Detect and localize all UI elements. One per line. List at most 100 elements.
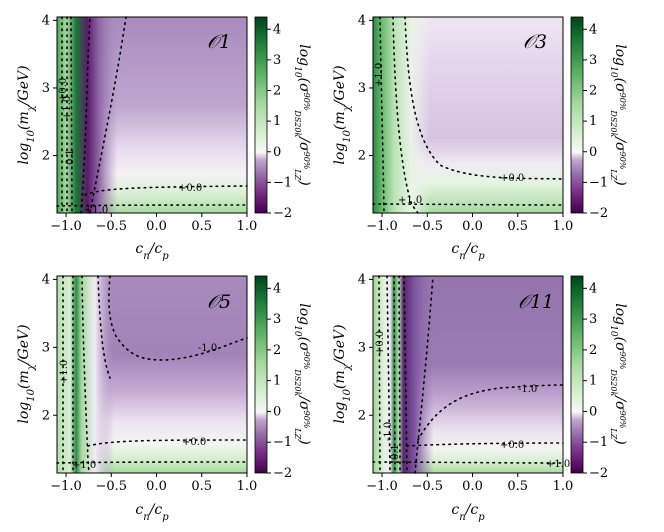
contour-label: 0.1 bbox=[65, 149, 76, 165]
colorbar-tick-label: −1 bbox=[273, 435, 292, 450]
x-tick-label: 0.0 bbox=[462, 219, 483, 234]
contour-label: +1.0 bbox=[62, 96, 73, 120]
panel-label-o5: 𝒪5 bbox=[207, 291, 231, 313]
x-tick-label: 1.0 bbox=[553, 479, 574, 494]
colorbar-tick-label: 4 bbox=[589, 281, 597, 296]
y-tick-label: 3 bbox=[358, 340, 366, 355]
contour-label: -1.0 bbox=[518, 384, 537, 395]
y-axis-label-o1: log10(mχ/GeV) bbox=[16, 65, 37, 164]
panel-o5: -1.0 +0.0 +1.0 +1.0 𝒪5 −1.0 −0.5 0.0 0.5 1.0… bbox=[16, 272, 312, 522]
panel-o11: -1.0 +0.0 +1.0 +0.0 -1.0 0.1 𝒪11 −1.0 −0.… bbox=[332, 272, 628, 522]
colorbar-tick-label: 4 bbox=[273, 281, 281, 296]
colorbar-label-o1: log10(σ90%DS20k/σ90%LZ) bbox=[292, 44, 312, 185]
y-tick-label: 2 bbox=[42, 408, 50, 423]
x-tick-label: 0.0 bbox=[462, 479, 483, 494]
y-tick-label: 2 bbox=[358, 149, 366, 164]
panel-label-o1: 𝒪1 bbox=[207, 31, 231, 53]
x-tick-label: −1.0 bbox=[50, 219, 82, 234]
panel-o1: +0.0 +1.0 +0.0 +1.0 0.1 𝒪1 −1.0 −0.5 0.0 0.… bbox=[16, 13, 312, 261]
x-axis-label-o3: cn/cp bbox=[451, 241, 485, 262]
colorbar-tick-label: 0 bbox=[589, 404, 597, 419]
contour-label: +0.0 bbox=[178, 183, 202, 194]
colorbar-tick-label: 0 bbox=[273, 145, 281, 160]
contour-label: +0.0 bbox=[375, 331, 386, 355]
x-tick-label: 0.0 bbox=[146, 219, 167, 234]
contour-label: +0.0 bbox=[500, 173, 524, 184]
colorbar-o3 bbox=[570, 16, 584, 214]
colorbar-label-o3: log10(σ90%DS20k/σ90%LZ) bbox=[608, 44, 628, 185]
contour-label: +1.0 bbox=[374, 63, 385, 87]
y-axis-label-o5: log10(mχ/GeV) bbox=[16, 324, 37, 423]
y-ticks-o11: 2 3 4 bbox=[358, 272, 373, 423]
colorbar-tick-label: −1 bbox=[589, 175, 608, 190]
panel-o3: +0.0 +1.0 +1.0 𝒪3 −1.0 −0.5 0.0 0.5 1.0 234 … bbox=[332, 13, 628, 261]
colorbar-tick-label: 1 bbox=[273, 374, 281, 389]
contour-label: +0.0 bbox=[58, 78, 69, 102]
x-tick-label: 0.5 bbox=[507, 479, 528, 494]
contour-labels-o11: -1.0 +0.0 +1.0 +0.0 -1.0 0.1 bbox=[375, 331, 570, 470]
y-tick-label: 3 bbox=[358, 81, 366, 96]
x-ticks-o3: −1.0 −0.5 0.0 0.5 1.0 bbox=[366, 213, 573, 234]
heatmap-o11-overlay bbox=[373, 276, 563, 473]
colorbar-tick-label: 3 bbox=[273, 53, 281, 68]
y-tick-label: 3 bbox=[42, 340, 50, 355]
panel-label-o11: 𝒪11 bbox=[518, 291, 554, 313]
contour-label: +1.0 bbox=[72, 460, 96, 471]
x-tick-label: 0.0 bbox=[146, 479, 167, 494]
x-axis-label-o11: cn/cp bbox=[451, 502, 485, 523]
contour-labels-o1: +0.0 +1.0 +0.0 +1.0 0.1 bbox=[58, 78, 202, 216]
x-tick-label: −1.0 bbox=[366, 219, 398, 234]
y-tick-label: 4 bbox=[42, 272, 50, 287]
x-tick-label: −1.0 bbox=[50, 479, 82, 494]
contours-o1 bbox=[56, 16, 248, 214]
colorbar-tick-label: 0 bbox=[589, 145, 597, 160]
contour-label: +1.0 bbox=[84, 205, 108, 216]
colorbar-tick-label: −2 bbox=[273, 466, 292, 481]
colorbar-tick-label: 1 bbox=[273, 114, 281, 129]
x-tick-label: 0.5 bbox=[507, 219, 528, 234]
colorbar-ticks-o3: 4 3 2 1 0 −1 −2 bbox=[583, 22, 608, 221]
colorbar-tick-label: −2 bbox=[589, 466, 608, 481]
x-axis-label-o1: cn/cp bbox=[135, 241, 169, 262]
y-tick-label: 4 bbox=[358, 272, 366, 287]
colorbar-tick-label: −2 bbox=[273, 206, 292, 221]
colorbar-tick-label: 1 bbox=[589, 374, 597, 389]
contour-label: +1.0 bbox=[398, 195, 422, 206]
colorbar-ticks-o1: 4 3 2 1 0 −1 −2 bbox=[267, 22, 292, 221]
colorbar-ticks-o5: 4 3 2 1 0 −1 −2 bbox=[267, 281, 292, 481]
plot-frame bbox=[56, 275, 248, 474]
colorbar-ticks-o11: 4 3 2 1 0 −1 −2 bbox=[583, 281, 608, 481]
colorbar-tick-label: 1 bbox=[589, 114, 597, 129]
x-tick-label: −1.0 bbox=[366, 479, 398, 494]
contours-o3 bbox=[372, 16, 564, 214]
x-ticks-o5: −1.0 −0.5 0.0 0.5 1.0 bbox=[50, 473, 257, 494]
x-tick-label: 1.0 bbox=[553, 219, 574, 234]
colorbar-tick-label: −2 bbox=[589, 206, 608, 221]
x-axis-label-o5: cn/cp bbox=[135, 502, 169, 523]
colorbar-tick-label: 2 bbox=[589, 343, 597, 358]
y-tick-label: 2 bbox=[42, 149, 50, 164]
colorbar-tick-label: 3 bbox=[589, 53, 597, 68]
y-tick-label: 3 bbox=[42, 81, 50, 96]
colorbar-o1 bbox=[254, 16, 268, 214]
x-tick-label: −0.5 bbox=[411, 219, 443, 234]
y-ticks-o3: 2 3 4 bbox=[358, 13, 373, 164]
y-tick-label: 2 bbox=[358, 408, 366, 423]
y-axis-label-o11: log10(mχ/GeV) bbox=[332, 324, 353, 423]
y-ticks-o1: 2 3 4 bbox=[42, 13, 57, 164]
y-tick-label: 4 bbox=[42, 13, 50, 28]
x-ticks-o11: −1.0 −0.5 0.0 0.5 1.0 bbox=[366, 473, 573, 494]
colorbar-o5 bbox=[254, 275, 268, 474]
contour-label: -1.0 bbox=[383, 422, 394, 441]
colorbar-tick-label: 2 bbox=[273, 84, 281, 99]
colorbar-tick-label: 0 bbox=[273, 404, 281, 419]
x-tick-label: 0.5 bbox=[191, 219, 212, 234]
colorbar-tick-label: 4 bbox=[589, 22, 597, 37]
colorbar-tick-label: 2 bbox=[589, 84, 597, 99]
x-tick-label: 1.0 bbox=[237, 479, 258, 494]
colorbar-tick-label: −1 bbox=[273, 175, 292, 190]
plot-frame bbox=[372, 16, 564, 214]
contour-label: +0.0 bbox=[182, 437, 206, 448]
colorbar-tick-label: 3 bbox=[589, 312, 597, 327]
colorbar-tick-label: 4 bbox=[273, 22, 281, 37]
